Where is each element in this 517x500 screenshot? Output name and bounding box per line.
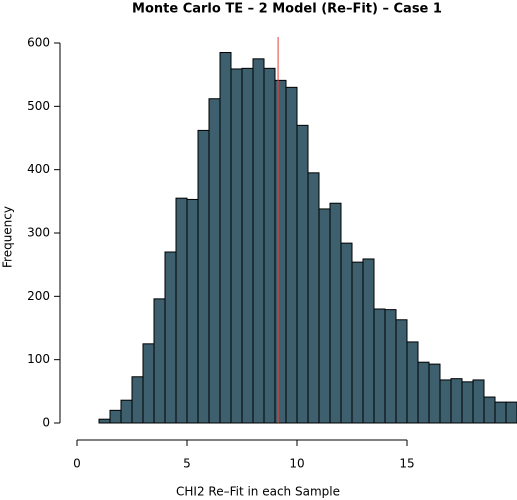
bar xyxy=(351,261,364,424)
bar xyxy=(98,418,111,424)
bar xyxy=(241,67,254,424)
bar xyxy=(175,197,188,424)
bar xyxy=(428,363,441,424)
bar xyxy=(450,378,463,424)
bar xyxy=(483,396,496,424)
bar xyxy=(395,319,408,424)
y-tick-label: 200 xyxy=(27,289,50,303)
bar xyxy=(406,341,419,424)
y-axis-label: Frequency xyxy=(1,206,15,268)
bar xyxy=(186,198,199,424)
y-tick-label: 100 xyxy=(27,352,50,366)
bar xyxy=(461,381,474,424)
bar xyxy=(384,309,397,424)
x-axis-label: CHI2 Re–Fit in each Sample xyxy=(176,485,340,499)
x-tick-label: 15 xyxy=(399,457,414,471)
bar xyxy=(219,52,232,424)
bar xyxy=(252,58,265,424)
bar xyxy=(373,308,386,424)
bar xyxy=(153,298,166,424)
y-tick-label: 300 xyxy=(27,226,50,240)
bar xyxy=(208,98,221,424)
bar xyxy=(197,129,210,424)
y-tick-label: 600 xyxy=(27,36,50,50)
bar xyxy=(109,409,122,424)
bar xyxy=(142,343,155,424)
y-tick-label: 500 xyxy=(27,99,50,113)
bar xyxy=(505,401,517,424)
bar xyxy=(318,208,331,424)
x-tick-label: 10 xyxy=(289,457,304,471)
bar xyxy=(307,172,320,424)
x-tick-label: 0 xyxy=(73,457,81,471)
bar xyxy=(494,401,507,424)
bar xyxy=(230,68,243,424)
bar xyxy=(329,202,342,424)
bar xyxy=(340,242,353,424)
y-tick-label: 0 xyxy=(42,416,50,430)
bar xyxy=(296,124,309,424)
bar xyxy=(362,258,375,424)
x-tick-label: 5 xyxy=(183,457,191,471)
bar xyxy=(120,399,133,424)
bar xyxy=(285,86,298,424)
bar xyxy=(274,79,287,424)
bar xyxy=(472,379,485,424)
bar xyxy=(164,251,177,424)
bar xyxy=(131,376,144,424)
chart-title: Monte Carlo TE – 2 Model (Re–Fit) – Case… xyxy=(132,2,442,17)
bar xyxy=(263,67,276,424)
bar xyxy=(417,361,430,424)
bar xyxy=(439,379,452,424)
y-tick-label: 400 xyxy=(27,162,50,176)
